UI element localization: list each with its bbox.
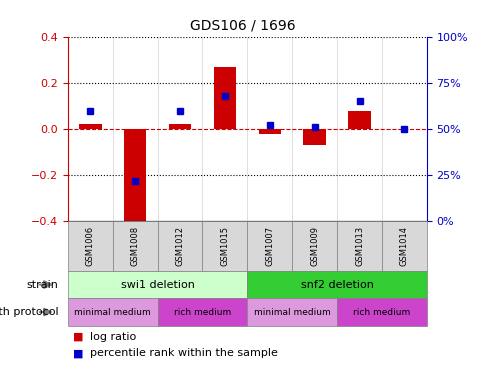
Text: strain: strain — [26, 280, 58, 290]
Text: rich medium: rich medium — [352, 307, 410, 317]
Bar — [112, 221, 157, 271]
Bar — [336, 298, 426, 326]
Bar — [213, 67, 236, 129]
Bar — [79, 124, 101, 129]
Bar — [381, 221, 426, 271]
Bar — [348, 111, 370, 129]
Text: GSM1008: GSM1008 — [130, 226, 139, 266]
Bar — [157, 298, 247, 326]
Text: snf2 deletion: snf2 deletion — [300, 280, 373, 290]
Text: log ratio: log ratio — [90, 332, 136, 342]
Text: ■: ■ — [73, 332, 83, 342]
Text: percentile rank within the sample: percentile rank within the sample — [90, 348, 277, 358]
Text: swi1 deletion: swi1 deletion — [121, 280, 194, 290]
Bar — [247, 298, 336, 326]
Bar — [68, 298, 157, 326]
Bar — [124, 129, 146, 226]
Text: GSM1007: GSM1007 — [265, 226, 274, 266]
Text: GSM1009: GSM1009 — [309, 226, 318, 266]
Bar — [68, 221, 112, 271]
Text: growth protocol: growth protocol — [0, 307, 58, 317]
Text: GSM1006: GSM1006 — [86, 226, 95, 266]
Bar — [291, 221, 336, 271]
Text: rich medium: rich medium — [173, 307, 231, 317]
Bar — [247, 271, 426, 298]
Bar — [157, 221, 202, 271]
Bar — [258, 129, 280, 134]
Text: GSM1014: GSM1014 — [399, 226, 408, 266]
Text: GSM1015: GSM1015 — [220, 226, 229, 266]
Bar — [247, 221, 291, 271]
Text: GDS106 / 1696: GDS106 / 1696 — [189, 18, 295, 32]
Bar — [68, 271, 247, 298]
Text: minimal medium: minimal medium — [74, 307, 151, 317]
Bar — [168, 124, 191, 129]
Bar — [336, 221, 381, 271]
Text: GSM1013: GSM1013 — [354, 226, 363, 266]
Text: ■: ■ — [73, 348, 83, 358]
Bar — [202, 221, 247, 271]
Bar — [303, 129, 325, 145]
Text: minimal medium: minimal medium — [253, 307, 330, 317]
Text: GSM1012: GSM1012 — [175, 226, 184, 266]
